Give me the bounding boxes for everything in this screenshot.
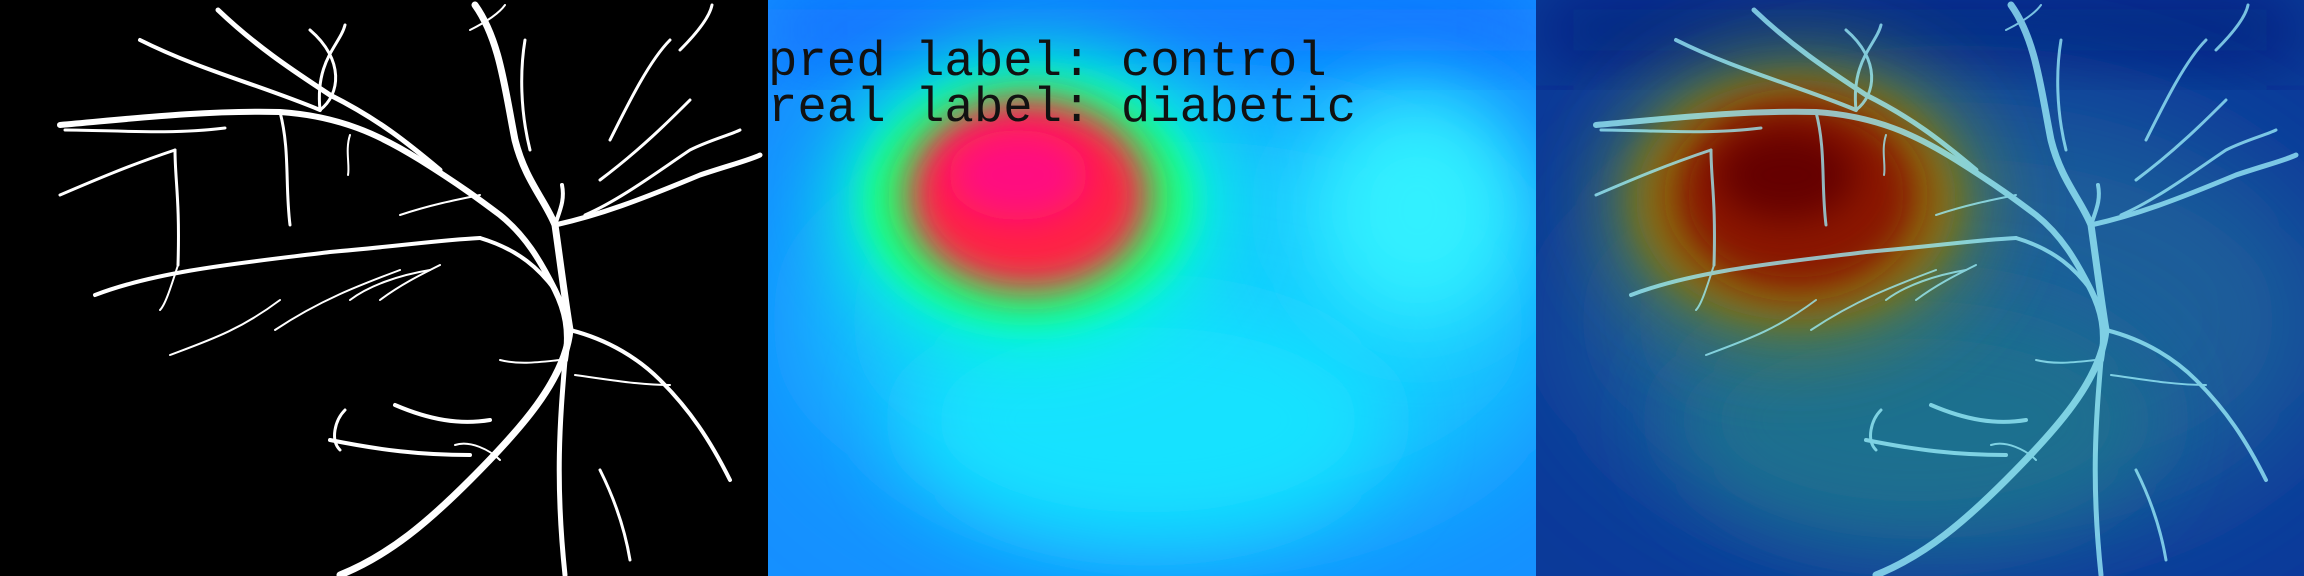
vessel-tree: [0, 0, 768, 576]
vessel-segmentation-mask: [0, 0, 768, 576]
attention-heatmap: pred label: control real label: diabetic: [768, 0, 1536, 576]
pred-label: pred label: control: [768, 34, 1327, 90]
overlay-image: [1536, 0, 2304, 576]
real-label: real label: diabetic: [768, 80, 1357, 136]
heatmap-overlay: [1536, 0, 2304, 576]
heatmap-image: [768, 0, 1536, 576]
